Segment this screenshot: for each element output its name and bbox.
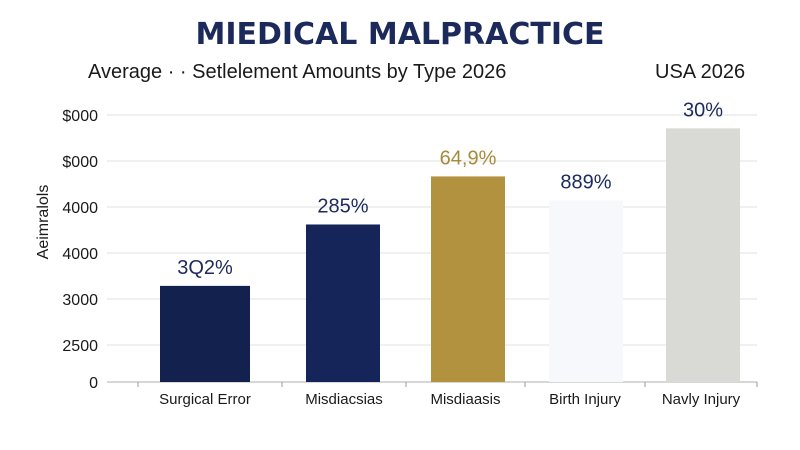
x-axis-ticks: Surgical Error Misdiacsias Misdiaasis Birth… [137,382,758,408]
bar [666,128,740,382]
data-label: 889% [560,171,611,193]
chart-title: MIEDICAL MALPRACTICE [195,17,604,52]
bar [549,200,623,382]
y-tick-label: $000 [62,108,98,125]
y-tick-label: $000 [62,154,98,171]
x-tick-label: Misdiaasis [430,391,500,408]
bar [306,224,380,382]
y-tick-label: 3000 [62,292,98,309]
y-axis-ticks: 0 2500 3000 4000 4000 $000 $000 [62,108,98,392]
y-tick-label: 2500 [62,338,98,355]
data-label: 30% [683,99,723,121]
data-label: 285% [317,195,368,217]
y-tick-label: 4000 [62,246,98,263]
bar [431,176,505,382]
y-tick-label: 4000 [62,200,98,217]
data-label: 64,9% [440,147,497,169]
region-year-annotation: USA 2026 [655,61,745,83]
x-tick-label: Birth Injury [549,391,621,408]
bars: 3Q2% 285% 64,9% 889% 30% [160,99,740,382]
data-label: 3Q2% [177,257,233,279]
y-axis-label: Aeimralols [35,185,52,260]
chart-subtitle: Average · · Setlelement Amounts by Type … [88,61,506,83]
y-tick-label: 0 [89,375,98,392]
bar [160,285,250,382]
x-tick-label: Misdiacsias [305,391,383,408]
x-tick-label: Surgical Error [159,391,251,408]
x-tick-label: Navly Injury [662,391,741,408]
